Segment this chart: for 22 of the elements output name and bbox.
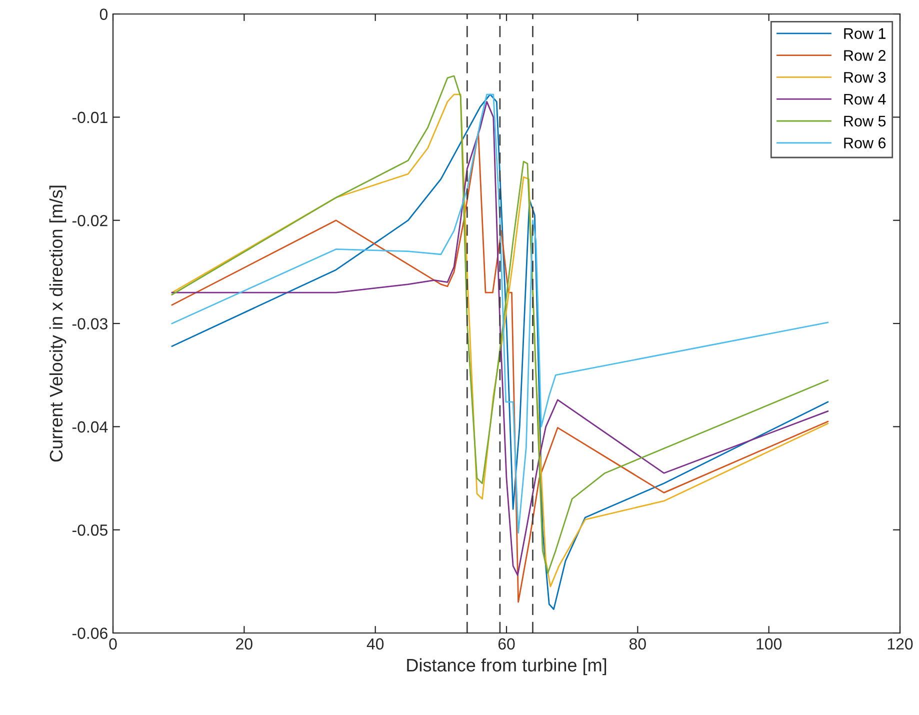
legend-label: Row 1 (844, 28, 886, 39)
legend-label: Row 2 (844, 50, 886, 61)
y-tick-label: -0.04 (72, 421, 108, 433)
x-axis-title: Distance from turbine [m] (407, 658, 606, 676)
y-tick-label: -0.02 (72, 214, 108, 226)
legend-label: Row 3 (844, 72, 886, 83)
legend-label: Row 6 (844, 138, 886, 148)
y-tick-label: 0 (100, 8, 108, 20)
legend-label: Row 5 (844, 116, 886, 126)
y-tick-label: -0.03 (72, 318, 108, 330)
y-tick-label: -0.06 (72, 628, 108, 639)
x-tick-label: 20 (236, 638, 252, 650)
x-tick-label: 100 (756, 638, 782, 650)
y-axis-title: Current Velocity in x direction [m/s] (49, 186, 66, 462)
legend-label: Row 4 (844, 94, 886, 105)
x-tick-label: 80 (629, 638, 646, 650)
x-tick-label: 40 (366, 638, 384, 650)
y-tick-label: -0.01 (72, 112, 108, 124)
y-tick-label: -0.05 (72, 524, 108, 536)
x-tick-label: 120 (888, 638, 913, 650)
x-tick-label: 0 (109, 638, 117, 650)
x-tick-label: 60 (498, 638, 515, 650)
